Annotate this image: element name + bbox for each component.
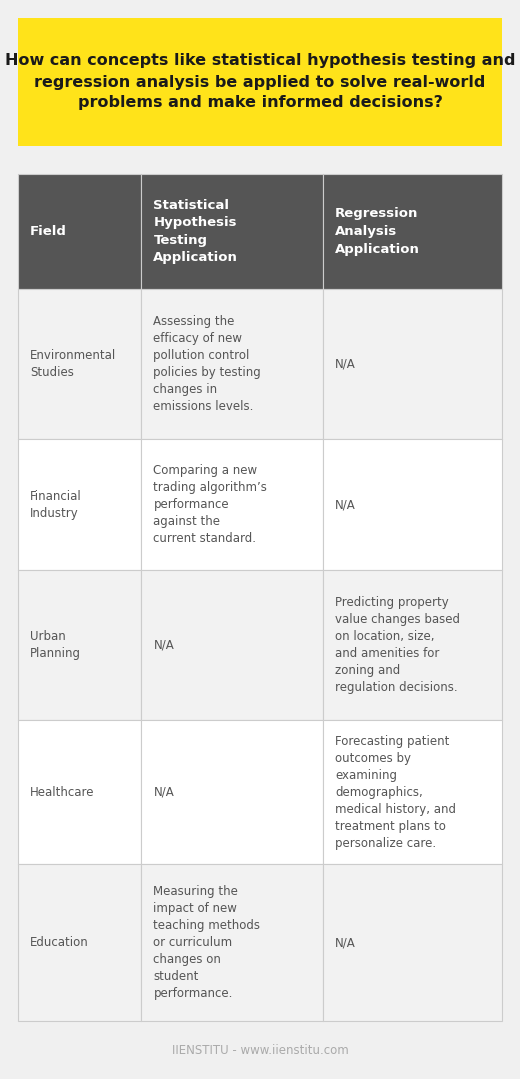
Bar [141, 174, 323, 289]
Text: Comparing a new
trading algorithm’s
performance
against the
current standard.: Comparing a new trading algorithm’s perf… [153, 464, 267, 545]
Text: IIENSTITU - www.iienstitu.com: IIENSTITU - www.iienstitu.com [172, 1044, 348, 1057]
Bar [18, 721, 141, 864]
Text: Field: Field [30, 226, 67, 238]
Bar [323, 864, 502, 1021]
Bar [323, 721, 502, 864]
Bar [18, 18, 502, 146]
Bar [18, 289, 141, 439]
Bar [141, 439, 323, 570]
Bar [18, 570, 141, 721]
Text: How can concepts like statistical hypothesis testing and
regression analysis be : How can concepts like statistical hypoth… [5, 54, 515, 110]
Text: Assessing the
efficacy of new
pollution control
policies by testing
changes in
e: Assessing the efficacy of new pollution … [153, 315, 261, 413]
Text: N/A: N/A [153, 639, 174, 652]
Text: Regression
Analysis
Application: Regression Analysis Application [335, 207, 420, 256]
Text: Forecasting patient
outcomes by
examining
demographics,
medical history, and
tre: Forecasting patient outcomes by examinin… [335, 735, 456, 850]
Text: Predicting property
value changes based
on location, size,
and amenities for
zon: Predicting property value changes based … [335, 597, 460, 694]
Bar [141, 864, 323, 1021]
Bar [18, 864, 141, 1021]
Bar [141, 289, 323, 439]
Bar [141, 570, 323, 721]
Text: Environmental
Studies: Environmental Studies [30, 350, 116, 379]
Bar [323, 174, 502, 289]
Text: N/A: N/A [335, 937, 356, 950]
Bar [323, 439, 502, 570]
Text: Education: Education [30, 937, 89, 950]
Text: Financial
Industry: Financial Industry [30, 490, 82, 520]
Bar [323, 570, 502, 721]
Bar [323, 289, 502, 439]
Text: N/A: N/A [335, 357, 356, 371]
Text: Healthcare: Healthcare [30, 786, 95, 798]
Bar [141, 721, 323, 864]
Bar [18, 174, 141, 289]
Text: N/A: N/A [335, 498, 356, 511]
Bar [18, 439, 141, 570]
Text: Urban
Planning: Urban Planning [30, 630, 81, 660]
Text: Statistical
Hypothesis
Testing
Application: Statistical Hypothesis Testing Applicati… [153, 199, 238, 264]
Text: N/A: N/A [153, 786, 174, 798]
Text: Measuring the
impact of new
teaching methods
or curriculum
changes on
student
pe: Measuring the impact of new teaching met… [153, 885, 261, 1000]
